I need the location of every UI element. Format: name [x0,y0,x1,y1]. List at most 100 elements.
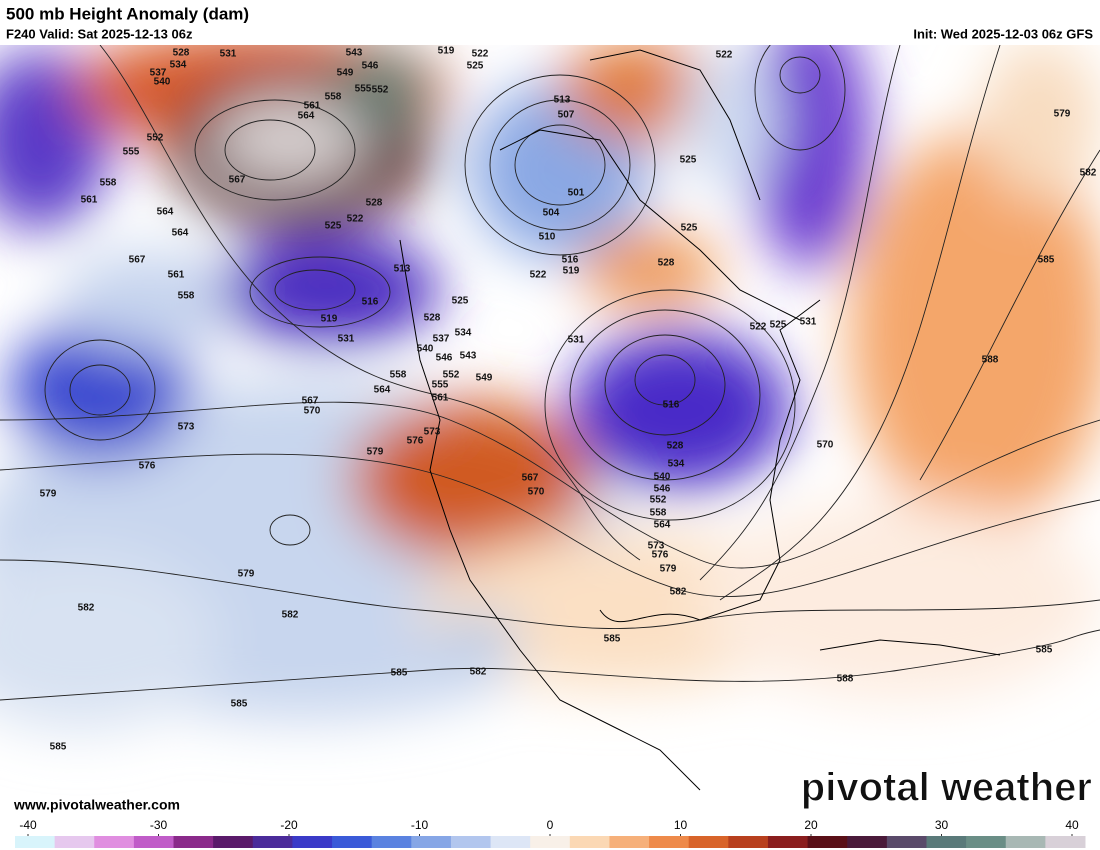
coastlines [399,49,1001,791]
contour-label: 585 [604,634,621,645]
contour-label: 570 [304,406,321,417]
contour-label: 549 [476,373,493,384]
contour-label: 549 [337,68,354,79]
contour-label: 582 [1080,168,1097,179]
colorbar-swatch [688,836,729,848]
contour-label: 540 [654,472,671,483]
contour-label: 567 [129,255,146,266]
colorbar-swatch [133,836,175,848]
colorbar-swatch [490,836,531,848]
colorbar-swatch [213,836,254,848]
contour-label: 528 [658,258,675,269]
colorbar-swatch [926,836,967,848]
contour-label: 528 [366,198,383,209]
colorbar-swatch [292,836,333,848]
contour-label: 579 [367,447,384,458]
contour-label: 570 [528,487,545,498]
colorbar-tick-label: 30 [935,818,949,832]
contour-label: 516 [562,255,579,266]
title: 500 mb Height Anomaly (dam) [6,4,249,23]
colorbar-swatch [807,836,848,848]
contour-label: 522 [530,270,547,281]
contour-label: 567 [229,175,246,186]
site-url: www.pivotalweather.com [13,797,180,813]
contour-label: 564 [172,228,189,239]
contour-label: 528 [667,441,684,452]
contour-label: 567 [302,396,319,407]
contour-label: 519 [563,266,580,277]
colorbar-swatch [450,836,492,848]
colorbar-tick-label: -40 [19,818,37,832]
contour-label: 516 [362,297,379,308]
contour-label: 564 [298,111,315,122]
contour-label: 555 [123,147,140,158]
contour-label: 570 [817,440,834,451]
contour-label: 546 [436,353,453,364]
contour-label: 561 [304,101,321,112]
colorbar-swatch [15,836,56,848]
contour-label: 552 [650,495,667,506]
contour-label: 552 [147,133,164,144]
contour-label: 531 [338,334,355,345]
contour-label: 504 [543,208,560,219]
contour-label: 558 [390,370,407,381]
colorbar-tick-label: -20 [280,818,298,832]
contour-label: 543 [346,48,363,59]
contour-label: 582 [78,603,95,614]
contour-label: 531 [220,49,237,60]
anomaly-field [0,45,1100,730]
contour-label: 561 [81,195,98,206]
contour-label: 531 [800,317,817,328]
contour-label: 588 [982,355,999,366]
colorbar-swatch [569,836,610,848]
contour-label: 567 [522,473,539,484]
contour-label: 531 [568,335,585,346]
contour-label: 525 [467,61,484,72]
contour-label: 561 [432,393,449,404]
contour-label: 555 [432,380,449,391]
contour-label: 576 [139,461,156,472]
contour-label: 582 [670,587,687,598]
colorbar-swatch [371,836,412,848]
colorbar-swatch [1005,836,1046,848]
valid-time: F240 Valid: Sat 2025-12-13 06z [6,26,193,41]
contour-label: 513 [554,95,571,106]
contour-label: 582 [470,667,487,678]
contour-label: 534 [668,459,685,470]
colorbar: -40 -30 -20 -10 0 10 20 30 40 [15,818,1086,848]
contour-label: 564 [157,207,174,218]
contour-label: 579 [238,569,255,580]
contour-label: 534 [455,328,472,339]
colorbar-swatch [1045,836,1086,848]
contour-label: 585 [391,668,408,679]
contour-label: 561 [168,270,185,281]
contour-label: 525 [325,221,342,232]
colorbar-swatch [173,836,214,848]
colorbar-tick-label: -10 [411,818,429,832]
contour-label: 543 [460,351,477,362]
colorbar-swatch [767,836,809,848]
contour-label: 540 [417,344,434,355]
contour-label: 525 [680,155,697,166]
contour-label: 501 [568,188,585,199]
contour-label: 558 [325,92,342,103]
colorbar-swatch [411,836,452,848]
colorbar-swatch [609,836,650,848]
contour-label: 582 [282,610,299,621]
contour-label: 522 [716,50,733,61]
colorbar-swatch [847,836,888,848]
brand: pivotal weather [801,766,1092,810]
colorbar-swatch [728,836,769,848]
contour-label: 546 [362,61,379,72]
contour-label: 534 [170,60,187,71]
contour-label: 528 [173,48,190,59]
colorbar-swatch [649,836,690,848]
contour-label: 546 [654,484,671,495]
contour-label: 522 [347,214,364,225]
contour-label: 516 [663,400,680,411]
contour-label: 576 [652,550,669,561]
contour-label: 558 [178,291,195,302]
colorbar-swatch [54,836,95,848]
